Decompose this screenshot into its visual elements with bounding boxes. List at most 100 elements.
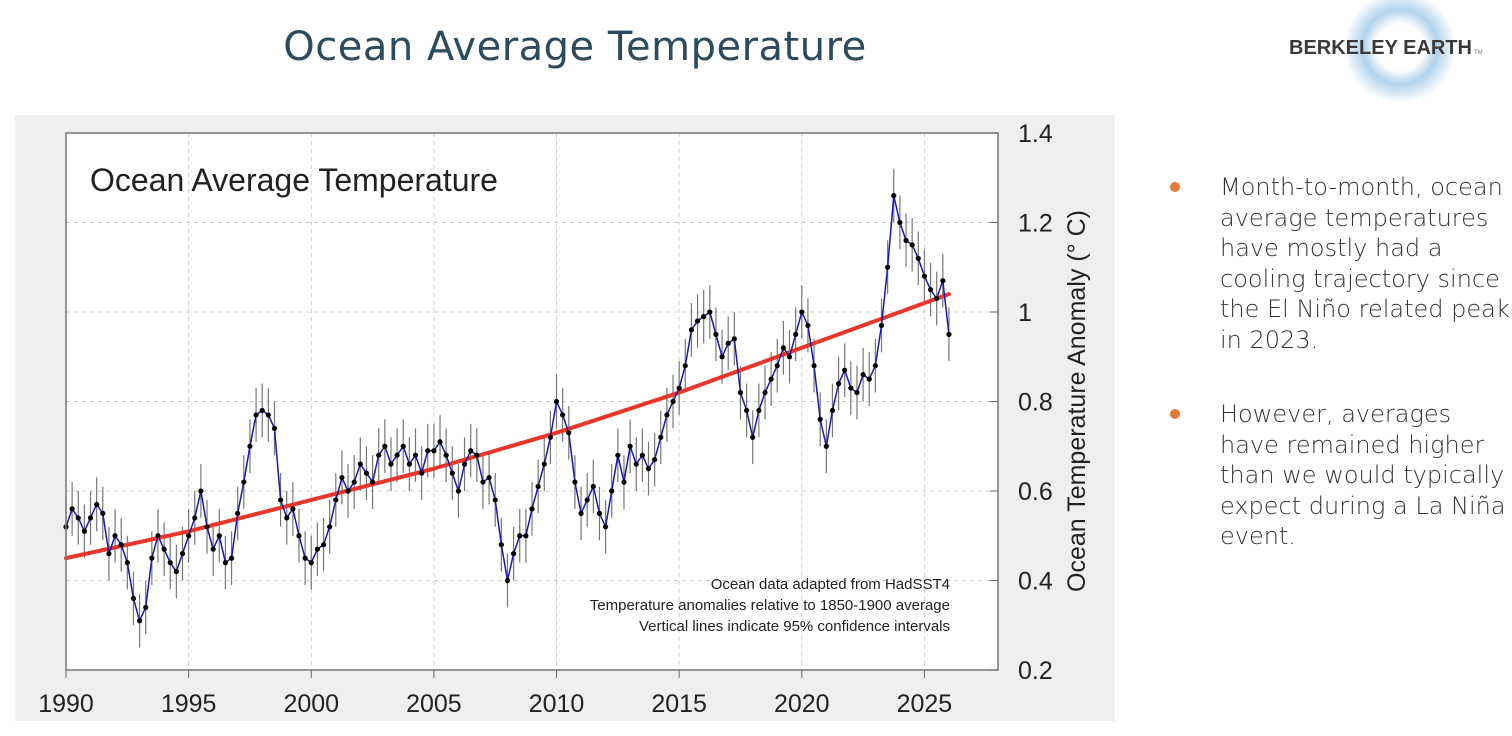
data-point xyxy=(658,434,664,440)
data-point xyxy=(210,546,216,552)
data-point xyxy=(100,510,106,516)
data-point xyxy=(87,515,94,521)
data-point xyxy=(633,461,639,467)
data-point xyxy=(927,287,934,293)
bullet-text: Month-to-month, ocean average temperatur… xyxy=(1220,173,1510,354)
y-tick-label: 0.2 xyxy=(1018,657,1053,685)
slide-title: Ocean Average Temperature xyxy=(283,24,867,70)
data-point xyxy=(756,407,762,414)
data-point xyxy=(474,452,480,458)
data-point xyxy=(339,474,345,481)
data-point xyxy=(149,555,155,561)
y-tick-label: 1 xyxy=(1018,299,1032,327)
data-point xyxy=(118,542,124,548)
data-point xyxy=(179,551,186,557)
data-point xyxy=(878,322,885,329)
data-point xyxy=(357,461,363,467)
logo-wordmark-row: BERKELEY EARTH TM xyxy=(1289,36,1483,60)
y-tick-label: 0.4 xyxy=(1018,568,1053,596)
data-point xyxy=(136,618,143,624)
data-point xyxy=(566,430,572,436)
data-point xyxy=(75,515,81,521)
data-point xyxy=(707,309,713,315)
y-tick-label: 1.4 xyxy=(1018,120,1053,148)
data-point xyxy=(216,533,222,539)
data-point xyxy=(449,470,455,476)
data-point xyxy=(860,372,866,378)
data-point xyxy=(725,340,731,346)
data-point xyxy=(302,555,308,561)
data-point xyxy=(609,488,615,494)
data-point xyxy=(621,479,627,485)
data-point xyxy=(333,497,339,503)
annotation-baseline: Temperature anomalies relative to 1850-1… xyxy=(590,597,950,614)
data-point xyxy=(891,193,897,199)
x-tick-label: 2000 xyxy=(283,690,339,718)
data-point xyxy=(81,528,87,534)
data-point xyxy=(786,354,793,360)
x-tick-label: 1995 xyxy=(161,690,217,718)
data-point xyxy=(590,483,596,490)
data-point xyxy=(768,376,774,382)
x-tick-label: 1990 xyxy=(38,690,94,718)
ocean-temperature-chart: 1990 1995 2000 2005 2010 2015 2020 2025 0.2 0.4 0.… xyxy=(38,120,1091,718)
logo-halo-icon xyxy=(1345,0,1455,102)
annotation-ci: Vertical lines indicate 95% confidence i… xyxy=(639,618,950,635)
data-point xyxy=(731,336,737,342)
data-point xyxy=(443,452,449,458)
data-point xyxy=(308,560,314,566)
data-point xyxy=(327,524,333,530)
data-point xyxy=(744,407,750,414)
data-point xyxy=(498,542,504,548)
data-point xyxy=(204,524,210,530)
data-point xyxy=(842,367,848,373)
data-point xyxy=(572,479,578,485)
data-point xyxy=(854,389,860,396)
data-point xyxy=(69,506,75,512)
data-point xyxy=(762,389,768,396)
data-point xyxy=(848,385,854,391)
data-point xyxy=(934,295,940,302)
data-point xyxy=(406,461,412,467)
data-point xyxy=(535,483,541,490)
data-point xyxy=(652,457,658,463)
data-point xyxy=(602,524,609,530)
data-point xyxy=(320,542,327,548)
data-point xyxy=(553,398,560,405)
data-point xyxy=(198,488,204,494)
data-point xyxy=(143,604,149,610)
berkeley-earth-logo: BERKELEY EARTH TM xyxy=(1285,0,1512,105)
data-point xyxy=(106,551,112,557)
data-point xyxy=(793,331,799,337)
data-point xyxy=(694,318,701,324)
data-point xyxy=(823,443,829,449)
data-point xyxy=(664,412,670,418)
data-point xyxy=(670,398,676,405)
data-point xyxy=(492,497,498,503)
data-point xyxy=(547,434,553,440)
data-point xyxy=(363,470,370,476)
data-point xyxy=(897,219,903,226)
data-point xyxy=(596,510,603,516)
data-point xyxy=(688,327,695,333)
logo-trademark: TM xyxy=(1474,50,1483,56)
data-point xyxy=(290,506,296,512)
data-point xyxy=(425,448,431,454)
data-point xyxy=(529,506,535,512)
data-point xyxy=(241,479,247,485)
data-point xyxy=(940,278,946,284)
data-point xyxy=(780,345,786,351)
data-point xyxy=(314,546,320,552)
data-point xyxy=(523,533,529,539)
data-point xyxy=(468,448,474,454)
data-point xyxy=(719,354,725,360)
data-point xyxy=(247,443,253,449)
data-point xyxy=(909,242,915,248)
data-point xyxy=(885,264,891,270)
data-point xyxy=(431,448,437,454)
data-point xyxy=(811,363,817,369)
data-point xyxy=(682,363,688,369)
data-point xyxy=(480,479,486,485)
bullet-dot-icon xyxy=(1170,182,1180,192)
bullet-text: However, averages have remained higher t… xyxy=(1220,400,1506,550)
